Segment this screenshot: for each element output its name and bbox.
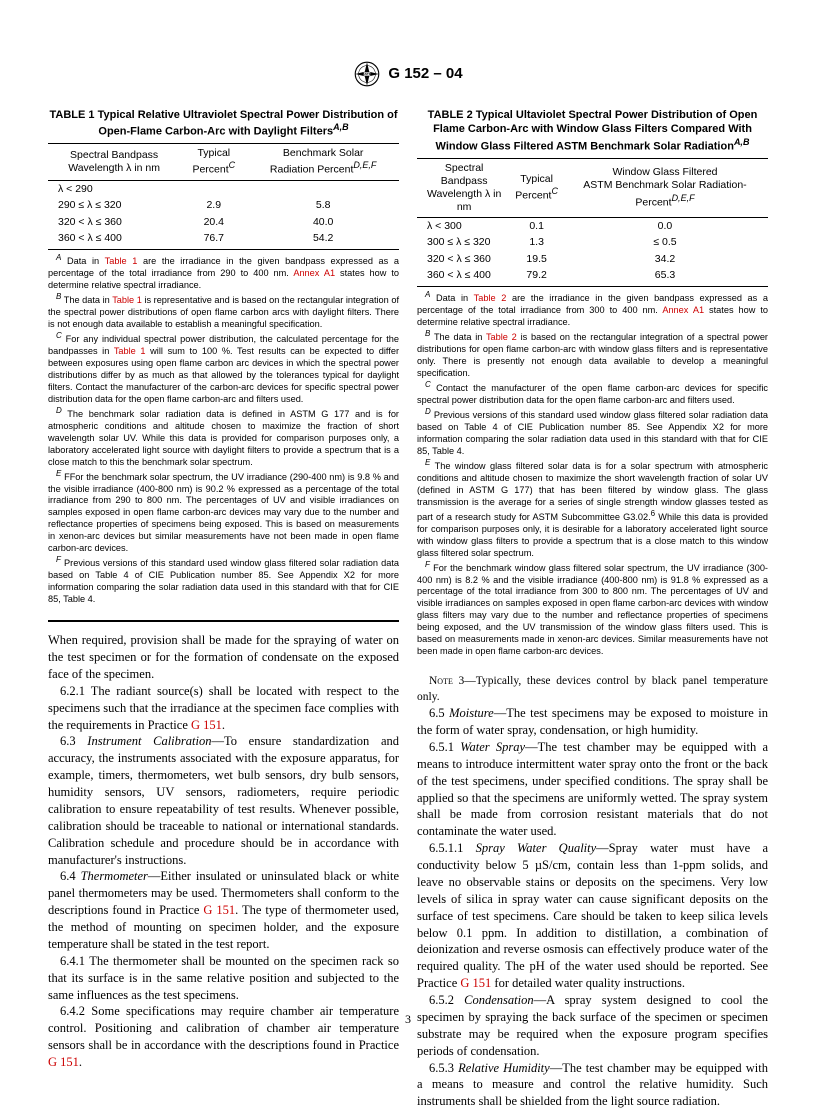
svg-text:ASTM: ASTM <box>363 72 372 76</box>
footnote: E The window glass filtered solar data i… <box>417 458 768 560</box>
table-header: TypicalPercentC <box>180 144 247 181</box>
footnote: F For the benchmark window glass filtere… <box>417 560 768 659</box>
table-header: Benchmark SolarRadiation PercentD,E,F <box>247 144 399 181</box>
footnote: C For any individual spectral power dist… <box>48 331 399 406</box>
main-columns: TABLE 1 Typical Relative Ultraviolet Spe… <box>48 108 768 1110</box>
table-row: 360 < λ ≤ 40076.754.2 <box>48 231 399 250</box>
paragraph: 6.5.1 Water Spray—The test chamber may b… <box>417 739 768 840</box>
footnote: B The data in Table 2 is based on the re… <box>417 329 768 380</box>
paragraph: 6.4.1 The thermometer shall be mounted o… <box>48 953 399 1004</box>
paragraph: 6.5.3 Relative Humidity—The test chamber… <box>417 1060 768 1110</box>
designation: G 152 – 04 <box>388 64 462 84</box>
right-column: TABLE 2 Typical Ultaviolet Spectral Powe… <box>417 108 768 1110</box>
left-body-text: When required, provision shall be made f… <box>48 632 399 1071</box>
paragraph: Note 3—Typically, these devices control … <box>417 674 768 705</box>
paragraph: 6.5.1.1 Spray Water Quality—Spray water … <box>417 840 768 992</box>
table-row: λ < 3000.10.0 <box>417 218 768 235</box>
footnote: C Contact the manufacturer of the open f… <box>417 380 768 407</box>
table-header: Spectral BandpassWavelength λ in nm <box>417 158 511 218</box>
table-header: Spectral BandpassWavelength λ in nm <box>48 144 180 181</box>
table-row: 300 ≤ λ ≤ 3201.3≤ 0.5 <box>417 235 768 252</box>
footnote: E FFor the benchmark solar spectrum, the… <box>48 469 399 556</box>
paragraph: When required, provision shall be made f… <box>48 632 399 683</box>
table2: Spectral BandpassWavelength λ in nmTypic… <box>417 158 768 288</box>
footnote: A Data in Table 2 are the irradiance in … <box>417 290 768 329</box>
left-column: TABLE 1 Typical Relative Ultraviolet Spe… <box>48 108 399 1110</box>
paragraph: 6.2.1 The radiant source(s) shall be loc… <box>48 683 399 734</box>
footnote: F Previous versions of this standard use… <box>48 555 399 606</box>
table1: Spectral BandpassWavelength λ in nmTypic… <box>48 143 399 250</box>
paragraph: 6.5 Moisture—The test specimens may be e… <box>417 705 768 739</box>
table1-footnotes: A Data in Table 1 are the irradiance in … <box>48 253 399 606</box>
footnote: D Previous versions of this standard use… <box>417 407 768 458</box>
table2-title: TABLE 2 Typical Ultaviolet Spectral Powe… <box>417 108 768 154</box>
paragraph: 6.4 Thermometer—Either insulated or unin… <box>48 868 399 952</box>
table2-footnotes: A Data in Table 2 are the irradiance in … <box>417 290 768 658</box>
footnote: D The benchmark solar radiation data is … <box>48 406 399 469</box>
table-header: TypicalPercentC <box>511 158 562 218</box>
table1-title: TABLE 1 Typical Relative Ultraviolet Spe… <box>48 108 399 139</box>
astm-logo: ASTM <box>353 60 381 88</box>
table-header: Window Glass FilteredASTM Benchmark Sola… <box>562 158 768 218</box>
table-row: λ < 290 <box>48 181 399 198</box>
table-row: 360 < λ ≤ 40079.265.3 <box>417 268 768 287</box>
footnote: A Data in Table 1 are the irradiance in … <box>48 253 399 292</box>
table-row: 320 < λ ≤ 36019.534.2 <box>417 251 768 268</box>
page-header: ASTM G 152 – 04 <box>48 60 768 88</box>
table-row: 290 ≤ λ ≤ 3202.95.8 <box>48 198 399 215</box>
paragraph: 6.3 Instrument Calibration—To ensure sta… <box>48 733 399 868</box>
page-number: 3 <box>0 1012 816 1028</box>
right-body-text: Note 3—Typically, these devices control … <box>417 674 768 1110</box>
footnote: B The data in Table 1 is representative … <box>48 292 399 331</box>
table-row: 320 < λ ≤ 36020.440.0 <box>48 214 399 231</box>
